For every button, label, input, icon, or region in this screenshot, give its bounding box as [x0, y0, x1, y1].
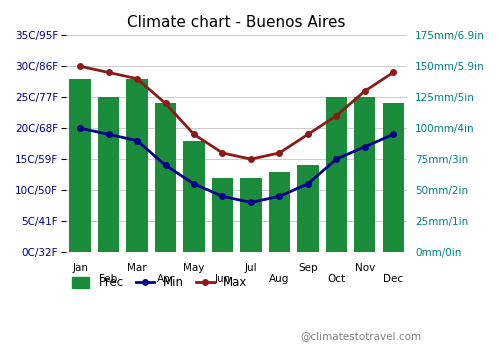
Bar	[70, 79, 91, 252]
Bar	[240, 178, 262, 252]
Title: Climate chart - Buenos Aires: Climate chart - Buenos Aires	[128, 15, 346, 30]
Text: Jun: Jun	[214, 274, 230, 284]
Bar	[184, 141, 204, 252]
Bar	[354, 97, 376, 252]
Text: Feb: Feb	[100, 274, 117, 284]
Text: Jan: Jan	[72, 263, 88, 273]
Text: Mar: Mar	[127, 263, 147, 273]
Bar	[98, 97, 120, 252]
Bar	[212, 178, 233, 252]
Text: @climatestotravel.com: @climatestotravel.com	[300, 331, 421, 341]
Bar	[126, 79, 148, 252]
Text: Dec: Dec	[383, 274, 404, 284]
Text: Apr: Apr	[156, 274, 174, 284]
Bar	[326, 97, 347, 252]
Text: Sep: Sep	[298, 263, 318, 273]
Text: Aug: Aug	[269, 274, 289, 284]
Bar	[268, 172, 290, 252]
Text: May: May	[184, 263, 204, 273]
Bar	[155, 104, 176, 252]
Legend: Prec, Min, Max: Prec, Min, Max	[72, 276, 248, 289]
Bar	[297, 165, 318, 252]
Text: Oct: Oct	[328, 274, 345, 284]
Text: Nov: Nov	[354, 263, 375, 273]
Bar	[382, 104, 404, 252]
Text: Jul: Jul	[244, 263, 257, 273]
